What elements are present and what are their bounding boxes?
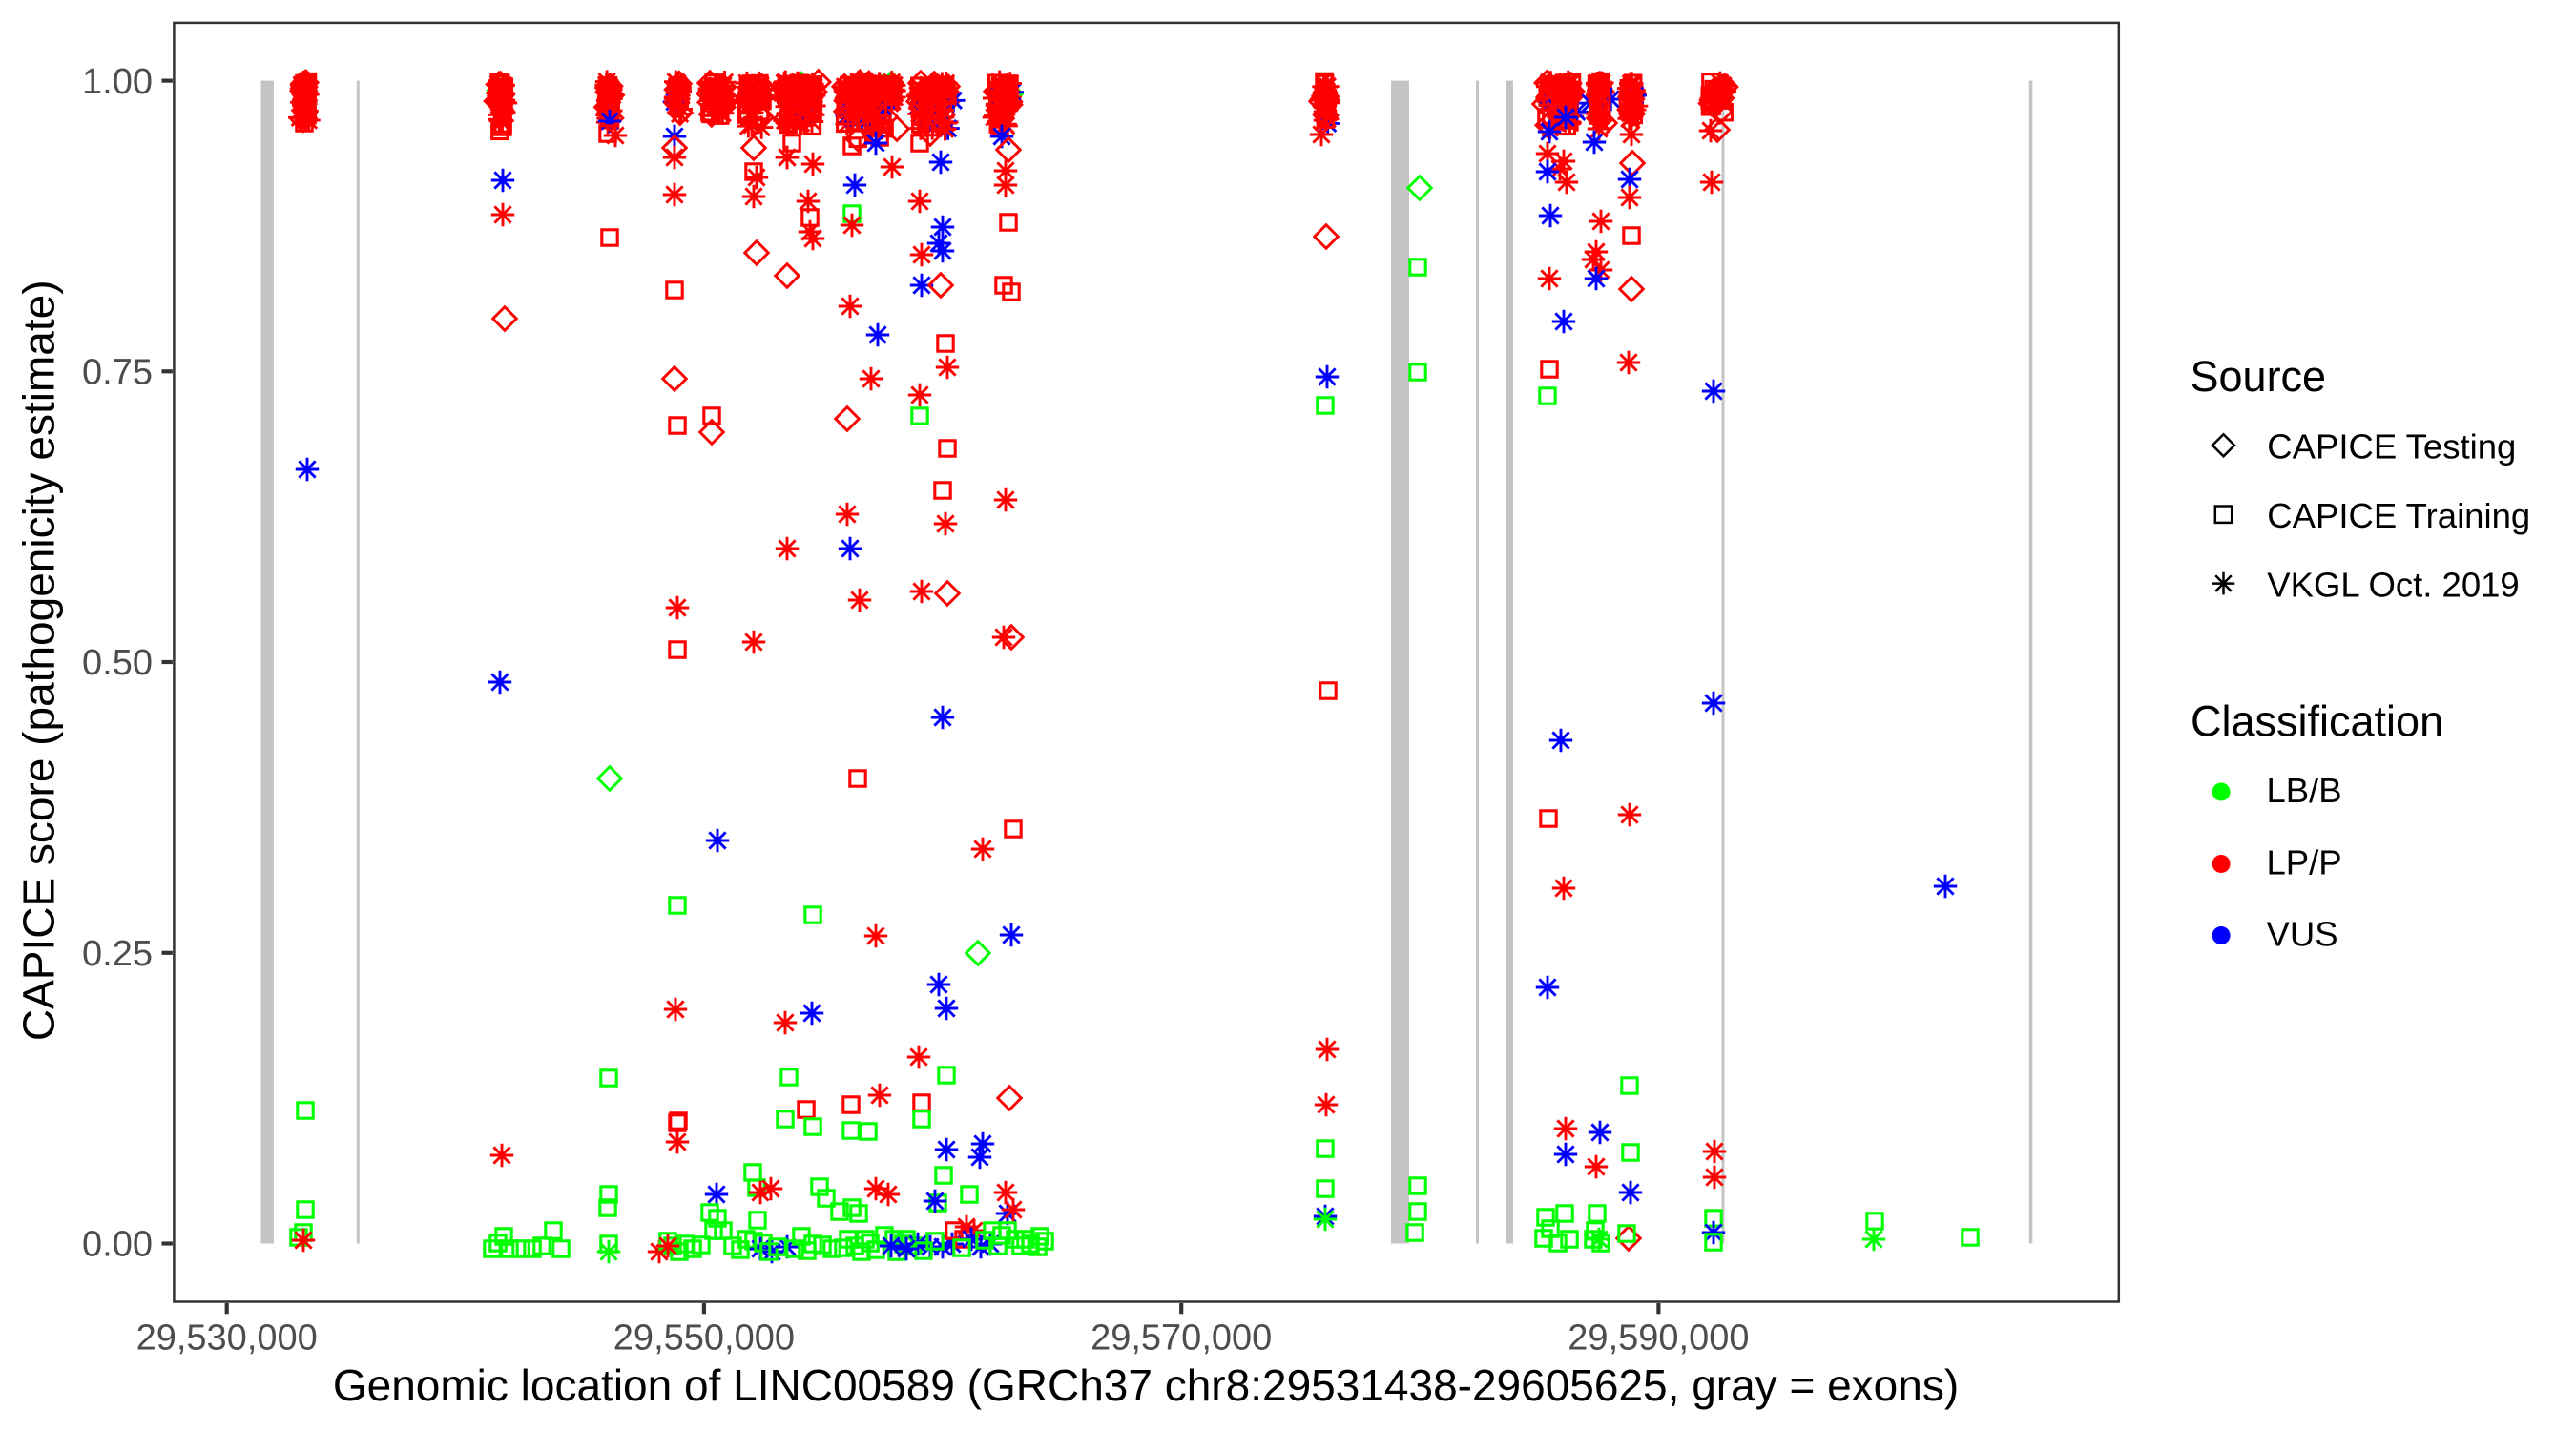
svg-text:0.25: 0.25 <box>82 934 153 974</box>
svg-text:29,570,000: 29,570,000 <box>1091 1317 1272 1358</box>
svg-text:29,530,000: 29,530,000 <box>136 1317 318 1358</box>
svg-text:CAPICE Testing: CAPICE Testing <box>2267 427 2516 467</box>
svg-text:Classification: Classification <box>2191 697 2443 746</box>
svg-text:29,590,000: 29,590,000 <box>1568 1317 1749 1358</box>
svg-text:CAPICE score (pathogenicity es: CAPICE score (pathogenicity estimate) <box>14 280 64 1041</box>
svg-text:Genomic location of LINC00589: Genomic location of LINC00589 (GRCh37 ch… <box>333 1360 1959 1410</box>
svg-text:VUS: VUS <box>2267 915 2338 954</box>
svg-text:CAPICE Training: CAPICE Training <box>2267 496 2530 535</box>
svg-text:1.00: 1.00 <box>82 62 153 102</box>
svg-text:Source: Source <box>2191 352 2327 401</box>
svg-text:VKGL Oct. 2019: VKGL Oct. 2019 <box>2267 566 2519 605</box>
svg-text:0.50: 0.50 <box>82 643 153 683</box>
svg-text:0.75: 0.75 <box>82 353 153 393</box>
svg-text:LB/B: LB/B <box>2267 771 2342 810</box>
svg-text:LP/P: LP/P <box>2267 843 2342 882</box>
svg-text:0.00: 0.00 <box>82 1225 153 1265</box>
svg-text:29,550,000: 29,550,000 <box>613 1317 795 1358</box>
